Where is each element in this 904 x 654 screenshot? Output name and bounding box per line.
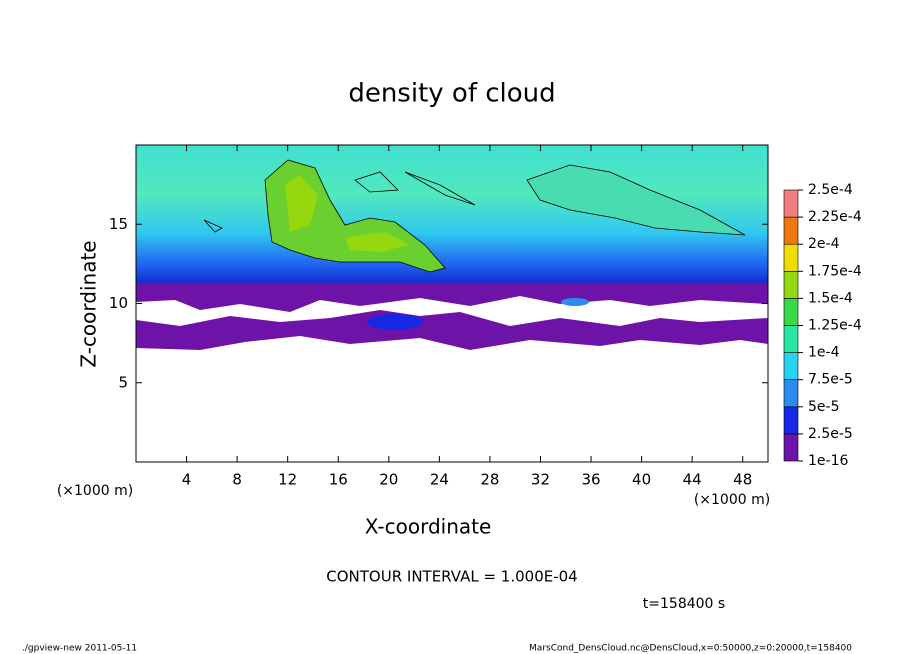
x-tick-label: 44 (683, 471, 702, 489)
x-unit-label: (×1000 m) (694, 492, 770, 508)
y-tick-label: 15 (109, 215, 128, 233)
chart-title: density of cloud (348, 79, 555, 109)
colorbar-label: 1.5e-4 (808, 290, 853, 306)
y-tick-label: 10 (109, 294, 128, 312)
time-label: t=158400 s (643, 596, 725, 612)
x-tick-label: 12 (278, 471, 297, 489)
colorbar-label: 1e-4 (808, 345, 840, 361)
colorbar-box (783, 243, 799, 272)
footer-left: ./gpview-new 2011-05-11 (22, 644, 137, 654)
colorbar-box (783, 433, 799, 462)
colorbar-box (783, 406, 799, 435)
colorbar-label: 2.5e-4 (808, 182, 853, 198)
x-tick-label: 40 (632, 471, 651, 489)
colorbar-box (783, 270, 799, 299)
colorbar-label: 1.25e-4 (808, 318, 862, 334)
colorbar-label: 7.5e-5 (808, 372, 853, 388)
colorbar-label: 5e-5 (808, 399, 839, 415)
colorbar-label: 2.25e-4 (808, 209, 862, 225)
field (136, 145, 768, 351)
colorbar-label: 1.75e-4 (808, 263, 862, 279)
x-tick-label: 48 (733, 471, 752, 489)
x-tick-label: 4 (182, 471, 192, 489)
y-tick-label: 5 (118, 373, 128, 391)
x-axis-label: X-coordinate (365, 515, 492, 539)
colorbar-label: 2.5e-5 (808, 426, 853, 442)
colorbar-box (783, 216, 799, 245)
colorbar-box (783, 379, 799, 408)
colorbar-box (783, 325, 799, 353)
x-tick-label: 36 (581, 471, 600, 489)
colorbar-box (783, 189, 799, 218)
colorbar-box (783, 298, 799, 326)
contour-note: CONTOUR INTERVAL = 1.000E-04 (326, 568, 577, 586)
x-tick-label: 20 (379, 471, 398, 489)
y-axis-label: Z-coordinate (77, 240, 101, 367)
colorbar-box (783, 352, 799, 381)
footer-right: MarsCond_DensCloud.nc@DensCloud,x=0:5000… (529, 644, 852, 654)
x-tick-label: 16 (329, 471, 348, 489)
colorbar-label: 2e-4 (808, 236, 840, 252)
x-tick-label: 8 (232, 471, 242, 489)
x-tick-label: 32 (531, 471, 550, 489)
colorbar-label: 1e-16 (808, 453, 848, 469)
x-tick-label: 24 (430, 471, 449, 489)
x-unit-label: (×1000 m) (57, 483, 133, 499)
x-tick-label: 28 (480, 471, 499, 489)
